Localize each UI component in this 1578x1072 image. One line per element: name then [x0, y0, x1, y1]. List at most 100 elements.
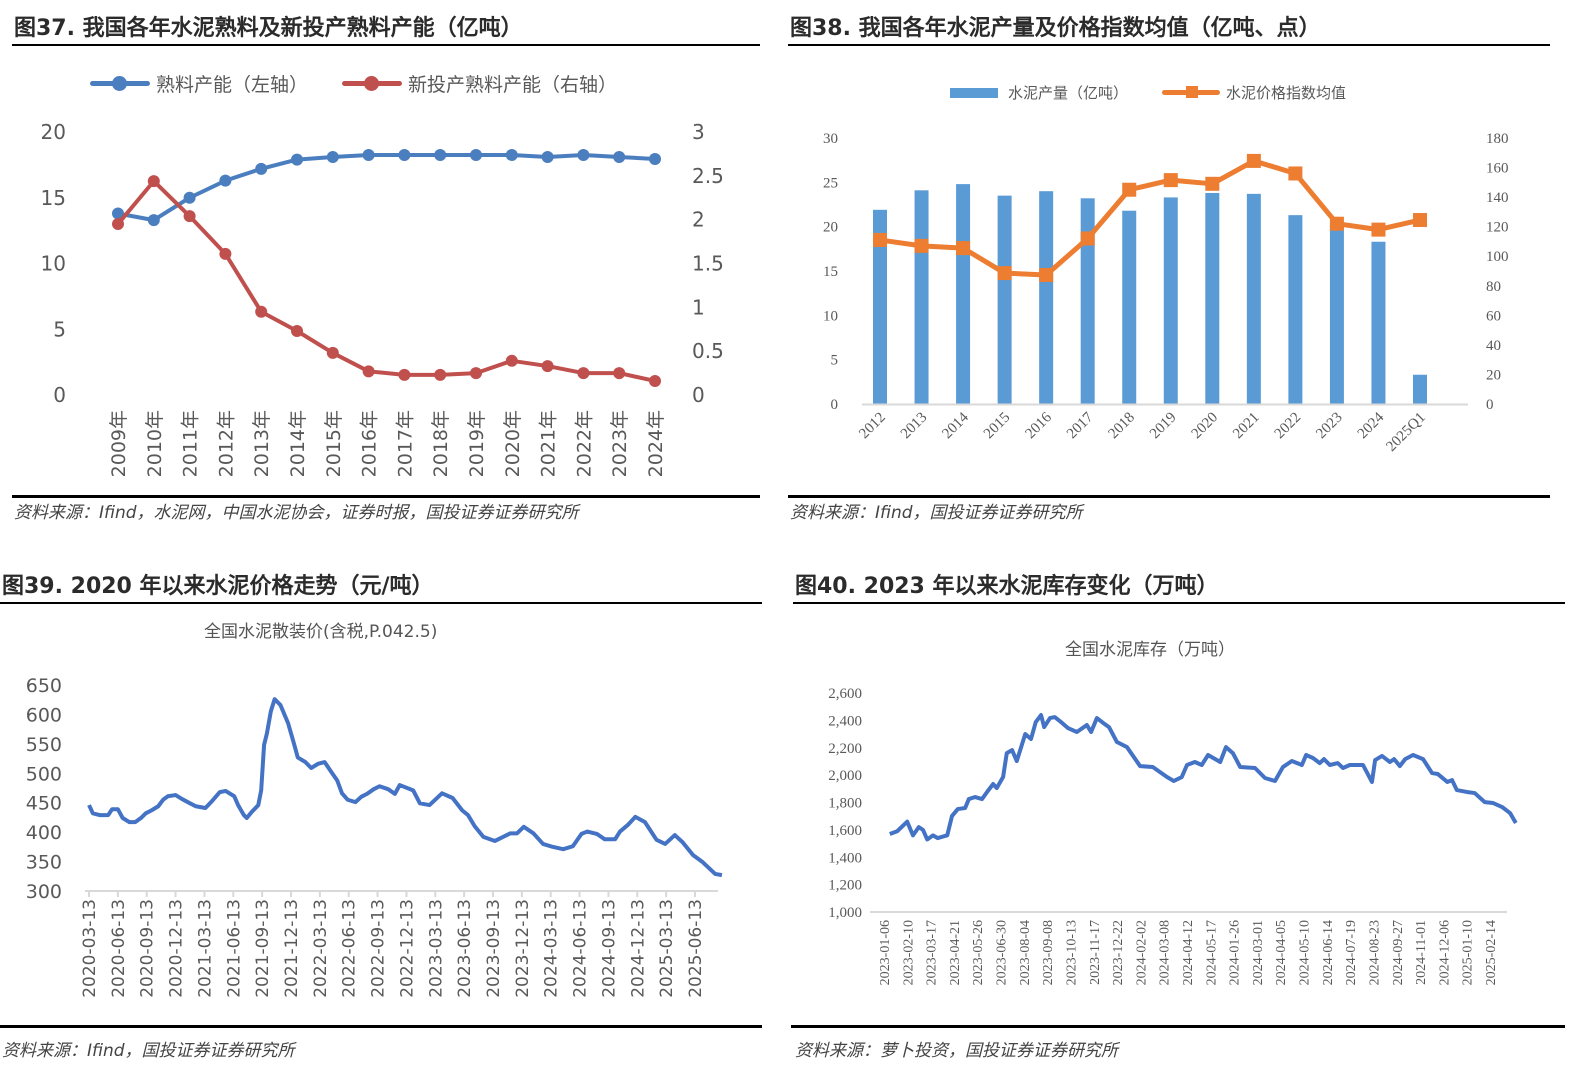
x-axis-tick-label: 2024-02-02: [1134, 920, 1149, 985]
y-axis-tick-label: 350: [26, 852, 62, 874]
fig37-source: 资料来源：Ifind，水泥网，中国水泥协会，证券时报，国投证券证券研究所: [14, 503, 579, 523]
y-axis-tick-label: 1,200: [828, 878, 862, 894]
x-axis-tick-label: 2023-09-08: [1041, 920, 1056, 985]
right-axis-tick-label: 120: [1486, 220, 1509, 236]
x-axis-tick-label: 2025-01-10: [1461, 920, 1476, 985]
y-axis-tick-label: 500: [26, 763, 62, 785]
fig37-title: 图37. 我国各年水泥熟料及新投产熟料产能（亿吨）: [14, 16, 523, 41]
fig38-source: 资料来源：Ifind，国投证券证券研究所: [790, 503, 1083, 523]
data-point: [914, 238, 929, 253]
data-point: [1246, 153, 1261, 168]
x-axis-tick-label: 2025Q1: [1383, 410, 1428, 455]
left-axis-tick-label: 0: [53, 383, 66, 407]
fig38-title: 图38. 我国各年水泥产量及价格指数均值（亿吨、点）: [790, 16, 1321, 41]
y-axis-tick-label: 650: [26, 675, 62, 697]
left-axis-tick-label: 25: [823, 175, 838, 191]
data-point: [219, 247, 232, 260]
right-axis-tick-label: 20: [1486, 367, 1501, 383]
output-bar: [1246, 193, 1261, 404]
y-axis-tick-label: 300: [26, 881, 62, 903]
x-axis-tick-label: 2024-06-14: [1321, 920, 1336, 985]
data-point: [541, 360, 554, 373]
x-axis-tick-label: 2021年: [538, 410, 560, 477]
data-point: [434, 368, 447, 381]
right-axis-tick-label: 2.5: [692, 164, 724, 188]
data-point: [362, 149, 375, 162]
right-axis-tick-label: 0: [1486, 397, 1494, 413]
x-axis-tick-label: 2024-08-23: [1367, 920, 1382, 985]
x-axis-tick-label: 2020-03-13: [80, 899, 100, 998]
x-axis-tick-label: 2025-03-13: [657, 899, 677, 998]
x-axis-tick-label: 2024-11-01: [1414, 920, 1429, 985]
left-axis-tick-label: 15: [41, 186, 66, 210]
x-axis-tick-label: 2024-03-13: [542, 899, 562, 998]
right-axis-tick-label: 0: [692, 383, 705, 407]
x-axis-tick-label: 2012年: [215, 410, 237, 477]
x-axis-tick-label: 2010年: [144, 410, 166, 477]
x-axis-tick-label: 2025-02-14: [1484, 920, 1499, 985]
output-bar: [914, 190, 929, 404]
x-axis-tick-label: 2024-05-10: [1298, 920, 1313, 985]
x-axis-tick-label: 2022: [1272, 410, 1305, 443]
left-axis-tick-label: 5: [53, 317, 66, 341]
output-bar: [1329, 224, 1344, 404]
y-axis-tick-label: 2,200: [828, 741, 862, 757]
blue-bar-swatch-icon: [950, 87, 998, 98]
x-axis-tick-label: 2024: [1355, 409, 1388, 442]
x-axis-tick-label: 2017年: [394, 410, 416, 477]
x-axis-tick-label: 2024-12-06: [1437, 920, 1452, 985]
data-point: [577, 149, 590, 162]
x-axis-tick-label: 2024-07-19: [1344, 920, 1359, 985]
x-axis-tick-label: 2014年: [287, 410, 309, 477]
left-axis-tick-label: 15: [823, 264, 838, 280]
data-point: [1163, 173, 1178, 188]
fig40-title: 图40. 2023 年以来水泥库存变化（万吨）: [795, 574, 1219, 599]
left-axis-tick-label: 10: [41, 252, 66, 276]
data-point: [362, 365, 375, 378]
x-axis-tick-label: 2024-09-27: [1391, 920, 1406, 985]
data-point: [505, 149, 518, 162]
y-axis-tick-label: 450: [26, 793, 62, 815]
data-point: [147, 175, 160, 188]
y-axis-tick-label: 1,800: [828, 796, 862, 812]
x-axis-tick-label: 2024-04-05: [1274, 920, 1289, 985]
x-axis-tick-label: 2020-06-13: [109, 899, 129, 998]
data-point: [1039, 267, 1054, 282]
left-axis-tick-label: 10: [823, 308, 838, 324]
x-axis-tick-label: 2015年: [323, 410, 345, 477]
x-axis-tick-label: 2023-10-13: [1064, 920, 1079, 985]
data-point: [183, 210, 196, 223]
data-point: [577, 367, 590, 380]
data-point: [541, 150, 554, 163]
new-capacity-line: [116, 179, 656, 383]
x-axis-tick-label: 2024-09-13: [599, 899, 619, 998]
x-axis-tick-label: 2023-09-13: [484, 899, 504, 998]
data-point: [326, 150, 339, 163]
left-axis-tick-label: 5: [831, 353, 839, 369]
x-axis-tick-label: 2020-09-13: [138, 899, 158, 998]
y-axis-tick-label: 1,000: [828, 905, 862, 921]
x-axis-tick-label: 2023-06-30: [995, 920, 1010, 985]
x-axis-tick-label: 2016: [1022, 409, 1055, 442]
data-point: [147, 214, 160, 227]
x-axis-tick-label: 2023-03-13: [426, 899, 446, 998]
cement-price-line: [87, 697, 723, 878]
y-axis-tick-label: 1,600: [828, 823, 862, 839]
data-point: [649, 152, 661, 165]
x-axis-tick-label: 2024-03-01: [1251, 920, 1266, 985]
x-axis-tick-label: 2013: [898, 410, 931, 443]
x-axis-tick-label: 2013年: [251, 410, 273, 477]
right-axis-tick-label: 40: [1486, 338, 1501, 354]
data-point: [219, 174, 232, 187]
output-bar: [1039, 191, 1054, 404]
fig39-source: 资料来源：Ifind，国投证券证券研究所: [2, 1041, 295, 1061]
data-point: [613, 150, 626, 163]
data-point: [613, 367, 626, 380]
data-point: [873, 232, 887, 247]
x-axis-tick-label: 2019: [1147, 410, 1180, 443]
x-axis-tick-label: 2020: [1189, 410, 1222, 443]
y-axis-tick-label: 2,600: [828, 686, 862, 702]
x-axis-tick-label: 2022-12-13: [397, 899, 417, 998]
legend-item-new-capacity: 新投产熟料产能（右轴）: [342, 70, 617, 97]
